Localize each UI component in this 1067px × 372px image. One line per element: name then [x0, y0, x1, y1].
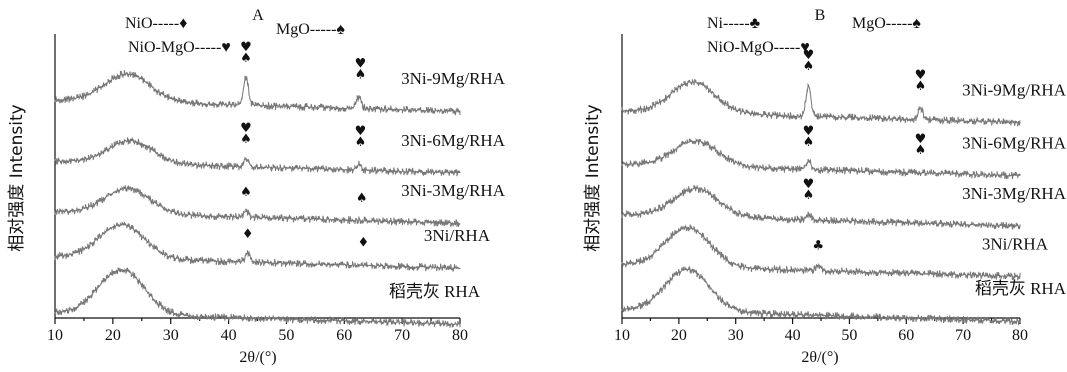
peak-marker: ♥	[240, 121, 252, 136]
legend-entry: MgO-----♠	[276, 21, 345, 38]
peak-marker: ♠	[240, 132, 252, 147]
x-tick-label: 50	[278, 327, 294, 344]
series-label: 3Ni-3Mg/RHA	[401, 181, 506, 200]
legend-entry: NiO-MgO-----♥	[707, 39, 810, 56]
x-tick-label: 20	[671, 327, 687, 344]
x-tick-label: 80	[452, 327, 468, 344]
peak-marker: ♠	[240, 51, 252, 66]
legend-entry: NiO-MgO-----♥	[128, 39, 231, 56]
y-axis-label: 相对强度 Intensity	[583, 104, 603, 251]
series-line	[54, 266, 461, 328]
series-label: 稻壳灰 RHA	[975, 279, 1067, 298]
x-tick-label: 10	[614, 327, 630, 344]
panel-A: A 10 20 30 40 50 60 70 80 2θ/(°) 相对强度 Intensity NiO…	[7, 7, 506, 366]
peak-marker: ♠	[803, 135, 815, 150]
series-line	[621, 184, 1021, 230]
peak-marker: ♥	[355, 57, 367, 72]
peak-marker: ♥	[915, 68, 927, 83]
x-tick-label: 40	[221, 327, 237, 344]
series-line	[621, 137, 1021, 180]
series-label: 3Ni-3Mg/RHA	[962, 184, 1067, 203]
peak-marker: ♥	[240, 40, 252, 55]
series-line	[54, 185, 461, 227]
legend-entry: MgO-----♠	[852, 15, 921, 32]
peak-marker: ♠	[915, 143, 927, 158]
peak-marker: ♣	[812, 238, 824, 253]
peak-marker: ♠	[803, 188, 815, 203]
x-tick-label: 10	[47, 327, 63, 344]
series-label: 3Ni-9Mg/RHA	[962, 80, 1067, 99]
series-line	[54, 137, 461, 177]
peak-marker: ♠	[356, 191, 368, 206]
peak-marker: ♦	[358, 236, 370, 251]
series-label: 3Ni/RHA	[424, 226, 491, 245]
peak-marker: ♥	[803, 124, 815, 139]
x-axis-label: 2θ/(°)	[801, 349, 838, 366]
series-label: 3Ni/RHA	[982, 234, 1049, 253]
series-line	[621, 79, 1021, 127]
series-label: 3Ni-6Mg/RHA	[401, 131, 506, 150]
panel-B: B 10 20 30 40 50 60 70 80 2θ/(°) 相对强度 Intensity Ni-…	[583, 7, 1067, 366]
legend-entry: Ni-----♣	[707, 15, 761, 32]
x-tick-label: 20	[105, 327, 121, 344]
peak-marker: ♥	[915, 132, 927, 147]
x-tick-label: 40	[785, 327, 801, 344]
peak-marker: ♥	[803, 177, 815, 192]
x-tick-label: 70	[394, 327, 410, 344]
legend-entry: NiO-----♦	[125, 15, 187, 32]
peak-marker: ♠	[240, 185, 252, 200]
x-tick-label: 60	[898, 327, 914, 344]
peak-marker: ♠	[915, 79, 927, 94]
peak-marker: ♠	[355, 68, 367, 83]
series-label: 3Ni-9Mg/RHA	[401, 69, 506, 88]
panel-title: B	[815, 7, 826, 24]
series-label: 3Ni-6Mg/RHA	[962, 134, 1067, 153]
peak-marker: ♠	[355, 135, 367, 150]
peak-marker: ♥	[355, 124, 367, 139]
series-line	[54, 69, 461, 116]
x-axis-label: 2θ/(°)	[239, 349, 276, 366]
series-label: 稻壳灰 RHA	[389, 282, 481, 301]
panel-title: A	[252, 7, 264, 24]
x-tick-label: 30	[728, 327, 744, 344]
x-tick-label: 70	[955, 327, 971, 344]
series-line	[621, 224, 1021, 281]
x-tick-label: 60	[336, 327, 352, 344]
series-line	[54, 221, 461, 272]
peak-marker: ♠	[803, 59, 815, 74]
peak-marker: ♦	[242, 227, 254, 242]
x-tick-label: 80	[1012, 327, 1028, 344]
x-tick-label: 50	[841, 327, 857, 344]
series-line	[621, 266, 1021, 326]
x-tick-label: 30	[163, 327, 179, 344]
peak-marker: ♥	[803, 48, 815, 63]
y-axis-label: 相对强度 Intensity	[7, 104, 27, 251]
